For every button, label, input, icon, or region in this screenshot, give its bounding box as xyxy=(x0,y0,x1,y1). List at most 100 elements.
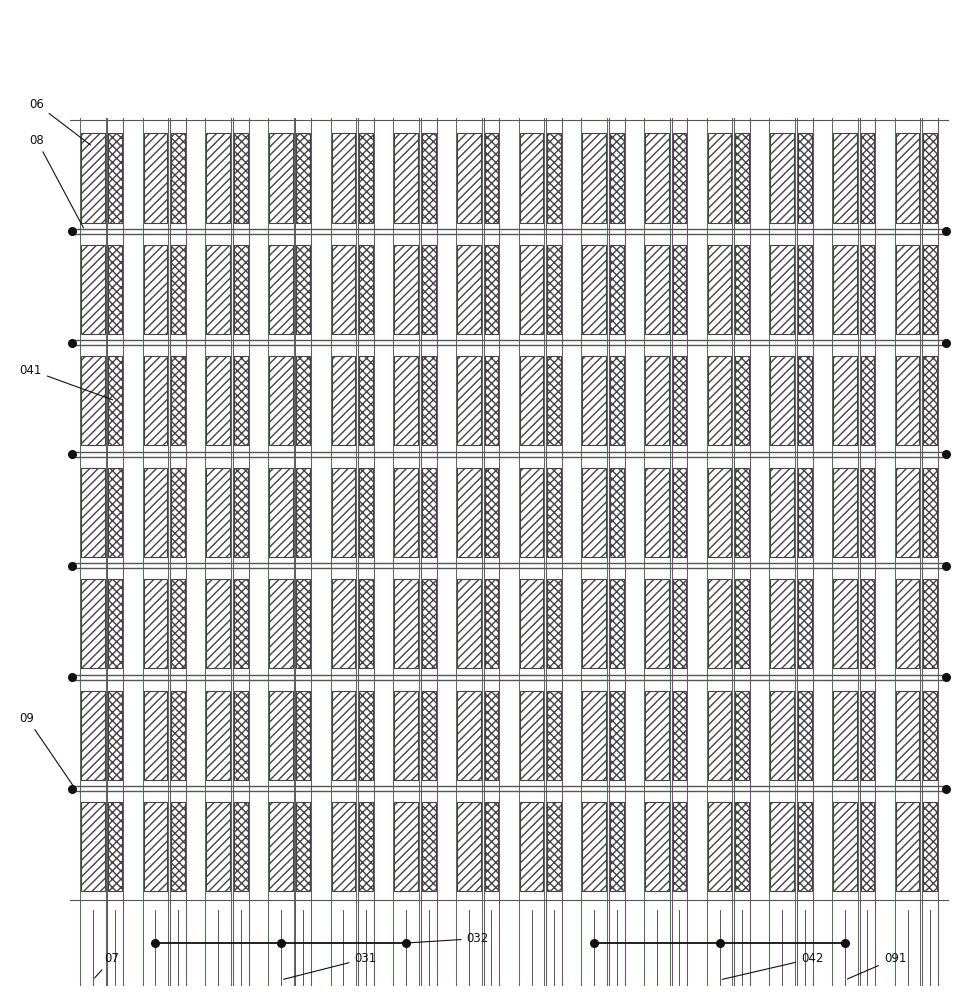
Bar xyxy=(547,468,561,557)
Bar xyxy=(833,133,857,223)
Bar xyxy=(143,802,168,891)
Bar xyxy=(296,802,310,891)
Bar xyxy=(172,691,185,780)
Bar xyxy=(207,133,230,223)
Bar xyxy=(708,802,731,891)
Bar xyxy=(610,579,624,668)
Bar xyxy=(81,245,104,334)
Bar xyxy=(108,245,122,334)
Bar xyxy=(547,133,561,223)
Bar xyxy=(645,468,669,557)
Bar xyxy=(770,133,794,223)
Bar xyxy=(833,691,857,780)
Bar xyxy=(923,579,937,668)
Bar xyxy=(359,691,372,780)
Bar xyxy=(359,802,372,891)
Bar xyxy=(645,802,669,891)
Bar xyxy=(520,245,543,334)
Bar xyxy=(234,356,248,445)
Bar xyxy=(645,579,669,668)
Text: 06: 06 xyxy=(29,98,91,145)
Bar xyxy=(708,579,731,668)
Bar xyxy=(207,356,230,445)
Bar xyxy=(332,691,356,780)
Bar xyxy=(708,133,731,223)
Bar xyxy=(172,356,185,445)
Bar xyxy=(547,802,561,891)
Bar xyxy=(582,691,606,780)
Bar xyxy=(81,468,104,557)
Bar xyxy=(735,356,749,445)
Bar xyxy=(422,579,436,668)
Bar xyxy=(923,133,937,223)
Bar xyxy=(770,579,794,668)
Bar xyxy=(81,133,104,223)
Text: 091: 091 xyxy=(847,952,906,979)
Text: 032: 032 xyxy=(409,932,488,945)
Bar xyxy=(833,245,857,334)
Bar xyxy=(234,133,248,223)
Bar xyxy=(108,579,122,668)
Bar xyxy=(207,579,230,668)
Bar xyxy=(547,579,561,668)
Bar xyxy=(269,802,292,891)
Bar xyxy=(359,468,372,557)
Bar xyxy=(798,468,811,557)
Text: 042: 042 xyxy=(722,952,823,979)
Bar xyxy=(673,579,686,668)
Bar xyxy=(457,245,481,334)
Bar xyxy=(520,356,543,445)
Bar xyxy=(457,802,481,891)
Bar xyxy=(896,579,919,668)
Bar xyxy=(798,691,811,780)
Text: 09: 09 xyxy=(20,712,73,786)
Bar xyxy=(394,579,418,668)
Bar xyxy=(896,468,919,557)
Bar xyxy=(923,691,937,780)
Bar xyxy=(520,579,543,668)
Bar xyxy=(582,468,606,557)
Bar xyxy=(422,802,436,891)
Bar xyxy=(610,691,624,780)
Bar xyxy=(485,468,498,557)
Bar xyxy=(770,802,794,891)
Bar xyxy=(234,245,248,334)
Bar xyxy=(296,133,310,223)
Bar xyxy=(394,802,418,891)
Bar xyxy=(422,468,436,557)
Bar xyxy=(582,133,606,223)
Bar xyxy=(394,245,418,334)
Bar xyxy=(296,245,310,334)
Bar xyxy=(81,691,104,780)
Bar xyxy=(582,579,606,668)
Bar xyxy=(269,245,292,334)
Bar xyxy=(394,133,418,223)
Bar xyxy=(673,133,686,223)
Bar xyxy=(457,691,481,780)
Bar xyxy=(108,356,122,445)
Bar xyxy=(770,356,794,445)
Bar xyxy=(422,133,436,223)
Bar xyxy=(359,356,372,445)
Bar xyxy=(610,133,624,223)
Bar xyxy=(172,802,185,891)
Bar xyxy=(582,245,606,334)
Bar xyxy=(485,245,498,334)
Bar xyxy=(332,468,356,557)
Bar xyxy=(422,245,436,334)
Bar xyxy=(861,356,875,445)
Bar xyxy=(923,245,937,334)
Bar xyxy=(798,245,811,334)
Bar xyxy=(673,691,686,780)
Bar xyxy=(708,691,731,780)
Bar xyxy=(143,579,168,668)
Bar xyxy=(143,245,168,334)
Bar xyxy=(645,245,669,334)
Bar xyxy=(359,579,372,668)
Bar xyxy=(234,579,248,668)
Bar xyxy=(457,468,481,557)
Bar xyxy=(332,245,356,334)
Bar xyxy=(645,356,669,445)
Bar xyxy=(833,579,857,668)
Bar xyxy=(172,245,185,334)
